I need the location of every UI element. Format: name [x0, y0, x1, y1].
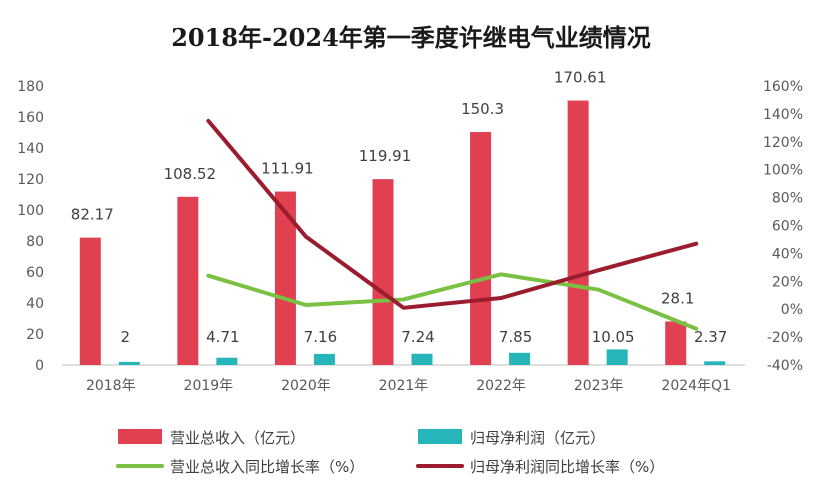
revenue-data-label: 28.1 — [661, 289, 694, 307]
x-tick-label: 2018年 — [86, 378, 136, 394]
legend-label: 营业总收入同比增长率（%） — [170, 458, 364, 476]
x-tick-label: 2023年 — [574, 378, 624, 394]
y-right-tick-label: -20% — [767, 330, 803, 346]
y-left-tick-label: 120 — [17, 172, 44, 188]
y-right-tick-label: 160% — [763, 79, 803, 95]
y-right-tick-label: 140% — [763, 107, 803, 123]
profit-data-label: 7.24 — [401, 328, 434, 346]
y-right-tick-label: 60% — [772, 219, 803, 235]
data-labels: 82.17 2 108.52 4.71 111.91 7.16 119.91 7.24 150.… — [71, 69, 728, 346]
profit-data-label: 2 — [121, 328, 131, 346]
revenue-data-label: 108.52 — [164, 165, 217, 183]
y-left-tick-label: 0 — [35, 358, 44, 374]
x-tick-label: 2020年 — [281, 378, 331, 394]
revenue-bar — [665, 321, 687, 365]
revenue-growth-line — [206, 272, 699, 331]
profit-growth-line — [206, 118, 699, 310]
revenue-data-label: 119.91 — [359, 147, 412, 165]
revenue-bar — [470, 132, 492, 365]
y-left-tick-label: 20 — [26, 327, 44, 343]
profit-bar — [313, 353, 335, 365]
revenue-data-label: 170.61 — [554, 69, 607, 87]
legend-swatch — [418, 429, 462, 444]
profit-bar — [704, 361, 726, 365]
x-tick-label: 2024年Q1 — [661, 378, 731, 394]
x-tick-label: 2019年 — [184, 378, 234, 394]
y-right-tick-label: 120% — [763, 135, 803, 151]
y-left-tick-label: 40 — [26, 296, 44, 312]
revenue-bar — [177, 196, 199, 365]
axes: 0 20 40 60 80 100 120 140 160 180 -40% -20% 0% 20% 40%… — [17, 79, 803, 394]
y-left-tick-label: 160 — [17, 110, 44, 126]
profit-bar — [509, 352, 531, 365]
y-left-tick-label: 80 — [26, 234, 44, 250]
legend-label: 归母净利润（亿元） — [470, 429, 605, 447]
revenue-data-label: 150.3 — [461, 100, 504, 118]
y-left-tick-label: 100 — [17, 203, 44, 219]
profit-bar — [216, 357, 238, 365]
y-left-tick-label: 60 — [26, 265, 44, 281]
x-tick-label: 2022年 — [476, 378, 526, 394]
y-right-tick-label: 80% — [772, 191, 803, 207]
revenue-bar — [372, 179, 394, 365]
y-right-tick-label: -40% — [767, 358, 803, 374]
profit-data-label: 4.71 — [206, 328, 239, 346]
x-tick-label: 2021年 — [379, 378, 429, 394]
y-right-tick-label: 40% — [772, 246, 803, 262]
profit-bar — [606, 349, 628, 365]
line-series — [206, 118, 699, 331]
revenue-bar — [79, 237, 101, 365]
legend-swatch — [118, 429, 162, 444]
profit-bar — [411, 353, 433, 365]
y-left-tick-label: 140 — [17, 141, 44, 157]
y-right-tick-label: 100% — [763, 163, 803, 179]
revenue-bar — [274, 191, 296, 365]
y-right-tick-label: 0% — [781, 302, 803, 318]
profit-data-label: 7.85 — [499, 328, 532, 346]
profit-bar — [118, 361, 140, 365]
profit-data-label: 2.37 — [694, 328, 727, 346]
legend-label: 营业总收入（亿元） — [170, 429, 305, 447]
revenue-data-label: 82.17 — [71, 206, 114, 224]
revenue-bar — [567, 100, 589, 365]
bar-series — [79, 100, 726, 365]
profit-data-label: 10.05 — [592, 328, 635, 346]
y-left-tick-label: 180 — [17, 79, 44, 95]
profit-data-label: 7.16 — [304, 328, 337, 346]
legend: 营业总收入（亿元） 归母净利润（亿元） 营业总收入同比增长率（%） 归母净利润同比增长… — [116, 429, 664, 476]
y-right-tick-label: 20% — [772, 274, 803, 290]
chart-title: 2018年-2024年第一季度许继电气业绩情况 — [171, 23, 651, 52]
revenue-data-label: 111.91 — [261, 160, 314, 178]
legend-label: 归母净利润同比增长率（%） — [470, 458, 664, 476]
